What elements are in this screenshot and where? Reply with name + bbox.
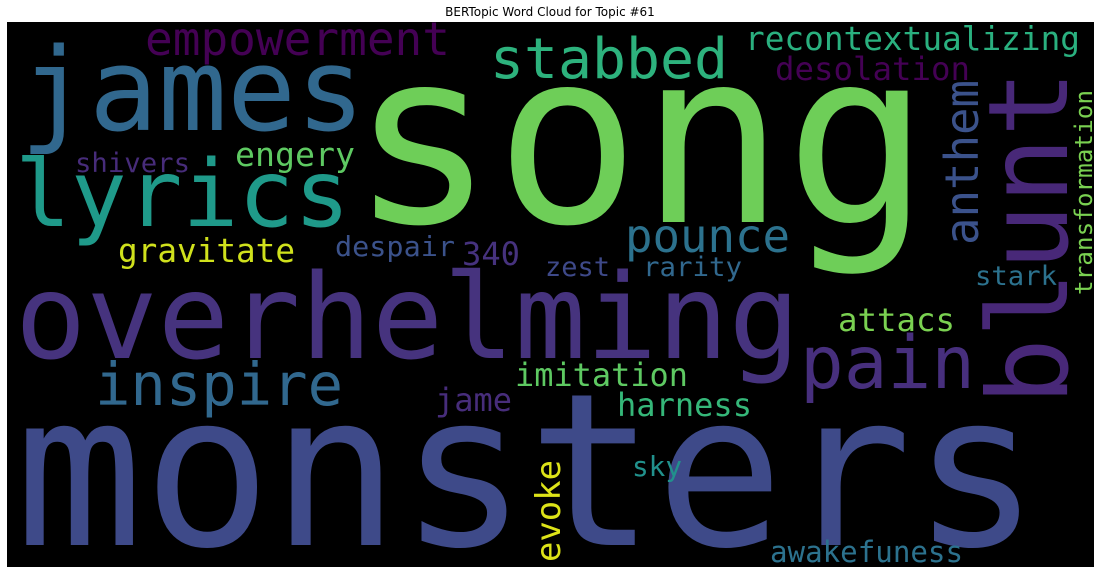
word: despair <box>335 230 455 263</box>
word: jame <box>435 381 512 419</box>
word: blunt <box>965 70 1094 405</box>
word: song <box>350 0 930 279</box>
word: zest <box>545 252 610 283</box>
word: gravitate <box>118 231 295 270</box>
word: stabbed <box>490 27 728 92</box>
word: evoke <box>529 460 569 562</box>
word: stark <box>975 261 1057 292</box>
word: desolation <box>775 50 970 88</box>
word: anthem <box>935 80 989 245</box>
word: transformation <box>1070 90 1098 295</box>
word: pain <box>800 321 975 406</box>
word: james <box>20 24 365 158</box>
word: empowerment <box>145 12 450 66</box>
word: harness <box>617 386 752 424</box>
word: overhelming <box>15 248 800 386</box>
word: sky <box>632 450 682 483</box>
word: pounce <box>625 209 790 263</box>
word: awakefuness <box>770 535 963 569</box>
chart-title: BERTopic Word Cloud for Topic #61 <box>445 5 655 19</box>
word: inspire <box>95 350 343 419</box>
word: engery <box>235 135 355 174</box>
word: monsters <box>15 348 1040 574</box>
word: 340 <box>462 235 520 273</box>
cloud-background <box>7 22 1094 567</box>
word: lyrics <box>15 140 350 248</box>
word: rarity <box>643 252 742 283</box>
word: attacs <box>838 301 955 339</box>
word: recontextualizing <box>745 19 1080 58</box>
word: shivers <box>75 148 190 179</box>
word: imitation <box>515 356 688 394</box>
